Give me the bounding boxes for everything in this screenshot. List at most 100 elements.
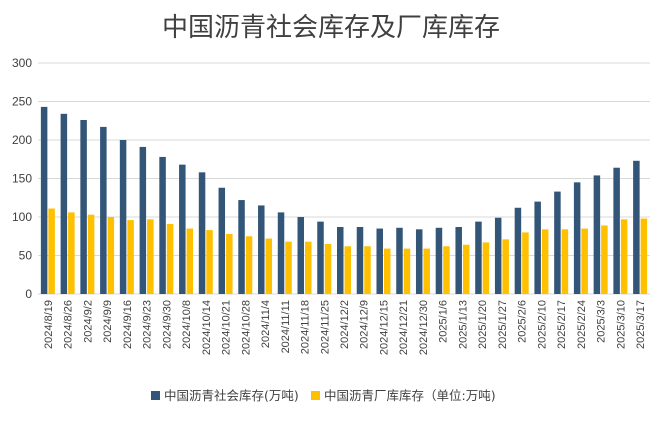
bar-social — [573, 182, 581, 294]
bar-social — [317, 221, 324, 294]
bar-social — [514, 207, 522, 294]
x-tick-label: 2024/12/30 — [418, 300, 430, 355]
bar-factory — [107, 217, 115, 294]
bar-factory — [383, 248, 391, 294]
bar-factory — [561, 229, 569, 294]
legend-label-social: 中国沥青社会库存(万吨) — [164, 388, 299, 403]
bar-social — [60, 113, 68, 294]
bar-factory — [344, 246, 351, 294]
bar-social — [80, 119, 87, 294]
bar-factory — [87, 214, 95, 294]
bar-factory — [48, 208, 55, 294]
bar-factory — [166, 223, 174, 294]
y-axis: 0 50 100 150 200 250 300 — [12, 56, 32, 301]
bar-social — [475, 221, 482, 294]
x-tick-label: 2025/2/24 — [576, 300, 588, 349]
x-tick-label: 2024/8/19 — [43, 300, 55, 349]
bar-factory — [324, 243, 332, 294]
bar-social — [297, 217, 305, 294]
bar-social — [356, 227, 364, 294]
bar-social — [435, 227, 443, 294]
x-tick-label: 2024/12/2 — [339, 300, 351, 349]
legend-swatch-factory — [311, 391, 320, 400]
bar-factory — [127, 220, 134, 294]
bar-factory — [601, 225, 608, 294]
x-tick-label: 2024/9/30 — [161, 300, 173, 349]
bar-factory — [245, 236, 253, 294]
bar-social — [258, 205, 265, 294]
x-tick-label: 2024/11/11 — [280, 300, 292, 353]
bar-factory — [147, 219, 154, 294]
bar-social — [494, 217, 502, 294]
bar-factory — [581, 228, 588, 294]
x-tick-label: 2024/11/25 — [319, 300, 331, 354]
bar-factory — [620, 219, 628, 294]
bar-social — [554, 191, 561, 294]
bar-social — [139, 146, 147, 294]
chart-title: 中国沥青社会库存及厂库库存 — [162, 13, 500, 43]
x-tick-label: 2024/12/21 — [398, 300, 410, 355]
bar-social — [179, 164, 186, 294]
y-tick-label: 0 — [25, 287, 32, 301]
bar-social — [119, 140, 127, 294]
x-tick-label: 2024/9/2 — [82, 300, 94, 343]
bar-factory — [305, 241, 312, 294]
y-tick-label: 150 — [12, 172, 32, 186]
bar-factory — [423, 248, 430, 294]
y-tick-label: 200 — [12, 133, 32, 147]
x-tick-label: 2024/8/26 — [63, 300, 75, 349]
bar-factory — [443, 246, 450, 294]
bar-social — [198, 172, 206, 294]
x-tick-label: 2025/1/20 — [477, 300, 489, 349]
x-tick-label: 2025/1/6 — [438, 300, 450, 343]
bar-social — [277, 212, 285, 294]
legend: 中国沥青社会库存(万吨) 中国沥青厂库库存（单位:万吨) — [151, 388, 496, 403]
bar-social — [396, 227, 403, 294]
bar-social — [238, 200, 245, 294]
bar-social — [218, 187, 226, 294]
bar-factory — [265, 238, 273, 294]
bar-social — [337, 227, 344, 294]
x-tick-label: 2024/9/16 — [122, 300, 134, 349]
bar-factory — [462, 244, 470, 294]
y-tick-label: 50 — [19, 249, 33, 263]
x-tick-label: 2024/12/15 — [378, 300, 390, 355]
x-tick-label: 2024/11/18 — [300, 300, 312, 354]
bar-factory — [285, 241, 292, 294]
x-tick-label: 2024/10/14 — [201, 300, 213, 355]
x-tick-label: 2025/1/13 — [457, 300, 469, 349]
legend-label-factory: 中国沥青厂库库存（单位:万吨) — [324, 388, 496, 403]
bars — [40, 106, 648, 294]
bar-social — [593, 175, 601, 294]
bar-factory — [482, 242, 490, 294]
bar-social — [633, 160, 640, 294]
x-tick-label: 2024/10/21 — [221, 300, 233, 355]
x-tick-label: 2024/12/9 — [359, 300, 371, 349]
bar-social — [376, 228, 383, 294]
x-axis: 2024/8/19 2024/8/26 2024/9/2 2024/9/9 2024/9… — [43, 300, 647, 355]
bar-factory — [364, 246, 371, 294]
y-tick-label: 300 — [12, 56, 32, 70]
bar-social — [455, 227, 462, 294]
bar-social — [534, 201, 541, 294]
bar-factory — [186, 228, 194, 294]
x-tick-label: 2025/1/27 — [497, 300, 509, 349]
bar-factory — [226, 233, 233, 294]
x-tick-label: 2024/10/28 — [240, 300, 252, 355]
x-tick-label: 2025/2/17 — [556, 300, 568, 349]
legend-swatch-social — [151, 391, 160, 400]
x-tick-label: 2025/3/3 — [596, 300, 608, 343]
y-tick-label: 100 — [12, 210, 32, 224]
y-tick-label: 250 — [12, 95, 32, 109]
bar-factory — [522, 232, 529, 294]
x-tick-label: 2025/2/6 — [517, 300, 529, 343]
bar-factory — [206, 230, 213, 294]
x-tick-label: 2024/9/9 — [102, 300, 114, 343]
bar-social — [40, 106, 48, 294]
bar-social — [415, 229, 423, 294]
bar-social — [100, 126, 107, 294]
x-tick-label: 2025/3/17 — [635, 300, 647, 349]
bar-factory — [403, 248, 411, 294]
x-tick-label: 2024/10/8 — [181, 300, 193, 349]
